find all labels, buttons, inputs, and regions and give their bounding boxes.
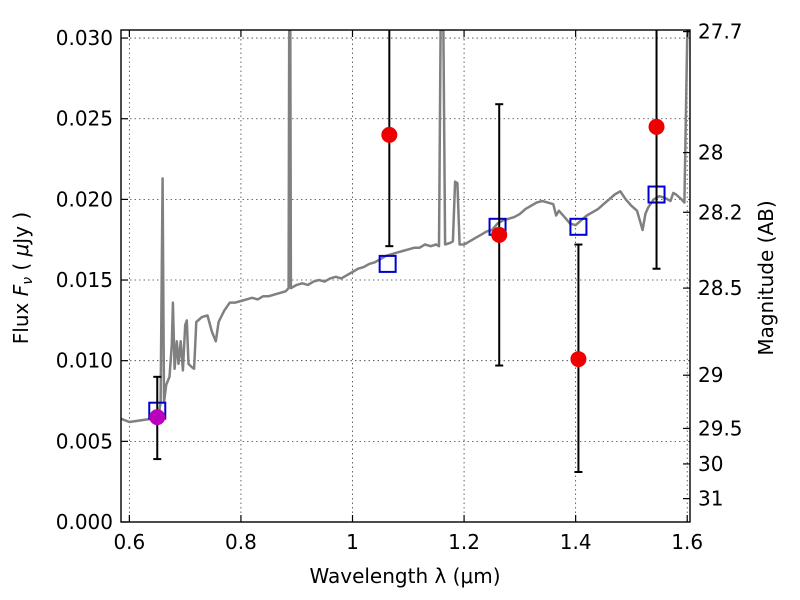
y-tick-label-right-3: 28.5 bbox=[698, 276, 743, 300]
y-tick-label-right-1: 28 bbox=[698, 141, 723, 165]
y-axis-left-title: Flux Fν ( μJy ) bbox=[9, 212, 36, 344]
y-tick-label-left-2: 0.010 bbox=[56, 349, 113, 373]
y-tick-label-left-3: 0.015 bbox=[56, 268, 113, 292]
y-axis-left-symbol: F bbox=[9, 284, 33, 296]
observed-point-4 bbox=[648, 118, 665, 135]
grid-layer bbox=[121, 30, 690, 523]
plot-frame bbox=[120, 29, 691, 523]
series-layer bbox=[121, 30, 690, 473]
y-tick-label-right-5: 29.5 bbox=[698, 416, 743, 440]
model-photometry-square-3 bbox=[569, 217, 588, 236]
x-tick-label-3: 1.2 bbox=[448, 530, 480, 554]
y-axis-left-prefix: Flux bbox=[9, 296, 33, 344]
y-tick-label-left-1: 0.005 bbox=[56, 429, 113, 453]
observed-point-2 bbox=[491, 226, 508, 243]
y-axis-right-title: Magnitude (AB) bbox=[754, 200, 778, 355]
x-tick-label-1: 0.8 bbox=[225, 530, 257, 554]
x-tick-label-2: 1 bbox=[346, 530, 359, 554]
model-photometry-square-1 bbox=[378, 254, 397, 273]
observed-point-0 bbox=[149, 409, 166, 426]
x-tick-label-4: 1.4 bbox=[560, 530, 592, 554]
y-tick-label-right-2: 28.2 bbox=[698, 200, 743, 224]
y-tick-label-right-0: 27.7 bbox=[698, 20, 743, 44]
y-tick-label-right-7: 31 bbox=[698, 487, 723, 511]
x-axis-title: Wavelength λ (μm) bbox=[309, 564, 500, 588]
axes-layer: 0.6 0.8 1 1.2 1.4 1.6 0.000 0.005 0.010 0.015 0.02… bbox=[56, 20, 743, 554]
y-tick-label-left-5: 0.025 bbox=[56, 107, 113, 131]
y-axis-left-mu: μ bbox=[9, 244, 33, 258]
y-tick-label-right-4: 29 bbox=[698, 363, 723, 387]
y-tick-label-left-6: 0.030 bbox=[56, 26, 113, 50]
x-tick-label-5: 1.6 bbox=[671, 530, 703, 554]
y-axis-left-unit-close: Jy ) bbox=[9, 212, 33, 246]
y-axis-left-subscript: ν bbox=[20, 277, 36, 285]
y-tick-label-left-0: 0.000 bbox=[56, 510, 113, 534]
y-axis-left-unit-open: ( bbox=[9, 256, 33, 277]
y-tick-label-left-4: 0.020 bbox=[56, 187, 113, 211]
x-tick-label-0: 0.6 bbox=[113, 530, 145, 554]
observed-point-3 bbox=[570, 351, 587, 368]
y-tick-label-right-6: 30 bbox=[698, 452, 723, 476]
observed-point-1 bbox=[381, 126, 398, 143]
model-spectrum-line bbox=[121, 30, 690, 424]
